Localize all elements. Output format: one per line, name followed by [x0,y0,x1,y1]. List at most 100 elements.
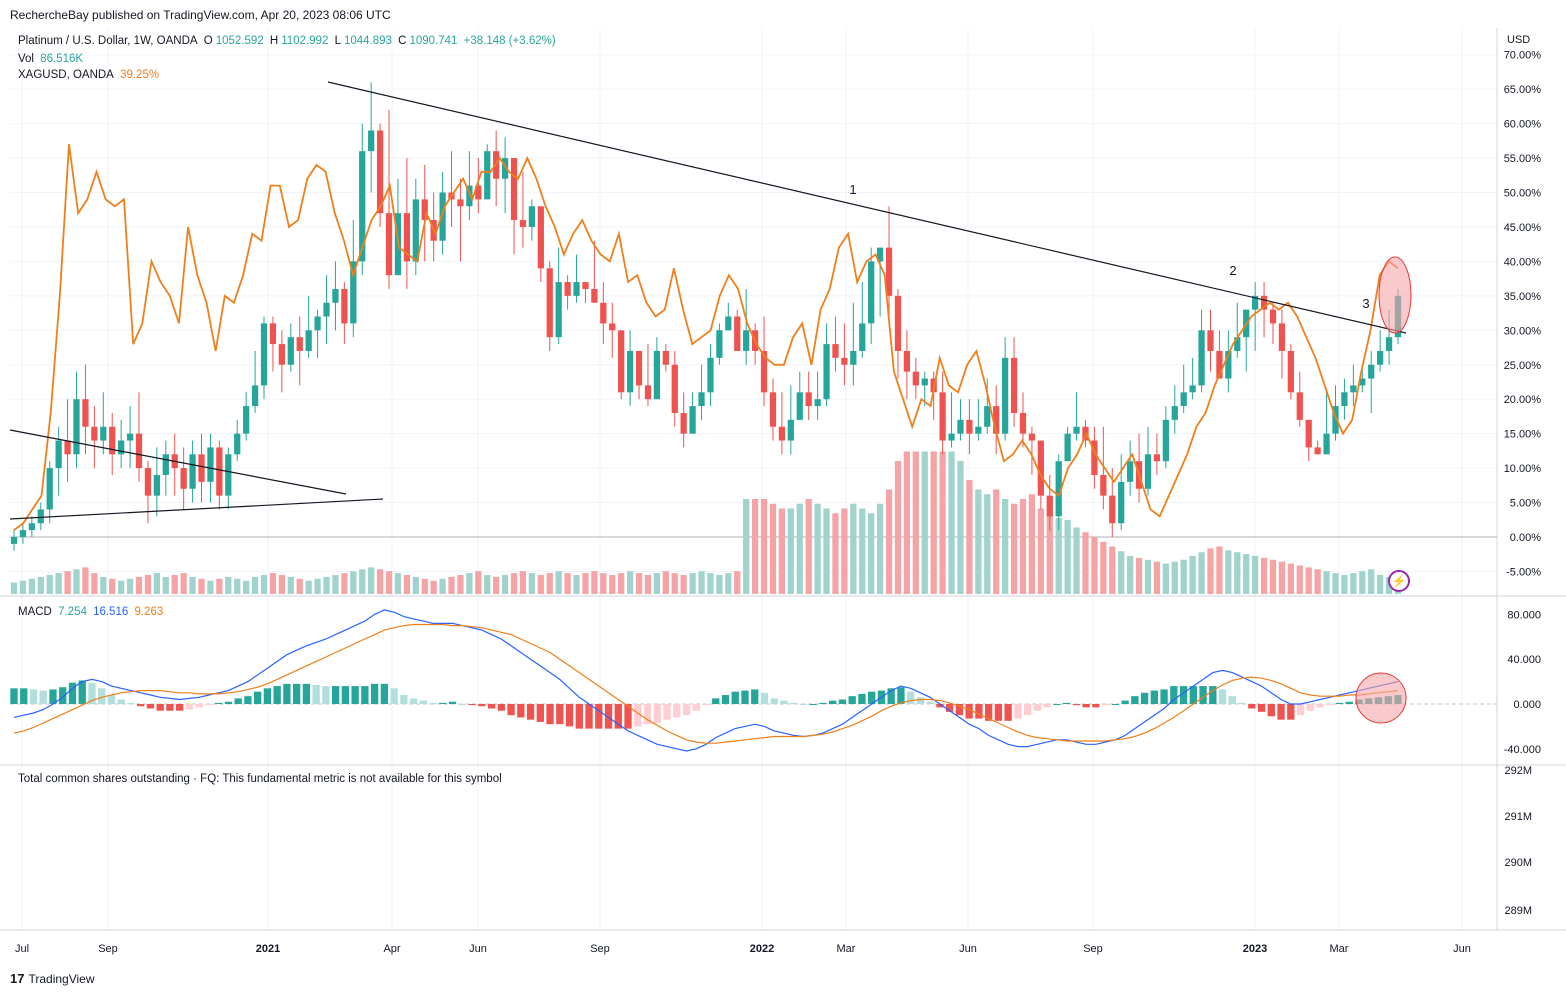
y-tick-label: 50.00% [1504,188,1542,200]
macd-hist-bar [292,683,301,704]
macd-hist-bar [1306,704,1314,711]
macd-hist-bar [634,704,642,727]
macd-hist-bar [965,704,973,719]
candle-body [260,323,268,386]
macd-hist-bar [536,704,544,722]
volume-bar [993,489,1000,594]
volume-bar [1073,527,1080,594]
lightning-icon[interactable]: ⚡ [1388,570,1410,592]
volume-bar [1368,569,1375,594]
volume-bar [260,575,268,594]
candle [841,323,848,386]
volume-bar [1359,571,1366,594]
volume-bar [850,503,857,594]
volume-bar [1216,546,1223,594]
volume-bar [180,573,187,594]
macd-hist-bar [624,704,632,729]
candle [903,330,911,400]
candle [573,254,580,303]
candle [662,344,669,372]
candle-body [823,344,830,400]
candle-body [1341,392,1348,407]
close-value: 1090.741 [409,35,458,47]
candle [350,220,357,338]
macd-hist-bar [819,702,827,704]
fundamental-tick-label: 290M [1504,857,1532,869]
candle-body [144,468,152,496]
volume-bar [1252,556,1259,594]
macd-hist-bar [984,704,993,721]
candle [234,419,241,462]
candle-body [243,406,250,434]
candle [912,357,919,400]
grid-lines [10,28,1497,930]
candle-body [957,419,964,434]
volume-bar [957,461,964,594]
candle-body [1055,461,1062,517]
candle [332,261,339,331]
candle-body [216,447,223,496]
candle [493,130,500,207]
macd-hist-bar [955,704,964,716]
close-label: C [398,35,407,47]
volume-bar [1350,573,1357,594]
candle [680,392,687,448]
candle-body [653,350,661,400]
candle [707,344,714,407]
highlight-circle-price [1378,256,1412,334]
candle-body [439,192,446,241]
candle-body [457,199,464,207]
volume-bar [475,571,482,594]
macd-hist-bar [760,692,769,704]
candle-body [1198,330,1205,386]
compare-symbol: XAGUSD, OANDA [18,69,114,81]
candle [323,275,330,345]
candle-body [305,330,312,351]
y-tick-label: 60.00% [1504,119,1542,131]
y-tick-label: 45.00% [1504,222,1542,234]
fundamental-note: Total common shares outstanding · FQ: Th… [18,773,502,785]
macd-hist-bar [643,704,652,725]
macd-hist-bar [1033,704,1042,711]
candle [225,447,232,510]
candle-body [296,337,303,351]
volume-value: 86.516K [40,53,84,65]
volume-bar [1127,556,1134,594]
candle [1028,426,1036,475]
volume-bar [573,575,580,594]
volume-bar [644,575,652,594]
candle-body [743,330,750,351]
macd-hist-bar [614,704,622,729]
volume-bar [1207,548,1214,594]
volume-bar [1171,561,1178,594]
candle-body [73,399,80,455]
candle [457,178,464,262]
macd-hist-bar [380,683,389,704]
candle-body [564,282,571,296]
candle [162,440,169,496]
macd-hist-bar [799,704,808,705]
volume-bar [1010,503,1018,594]
footer-brand[interactable]: 17 TradingView [10,971,95,986]
candle-body [350,261,357,324]
macd-hist-bar [419,700,428,704]
macd-hist-bar [663,704,671,720]
candle-body [537,206,544,269]
macd-hist-bar [39,690,47,704]
macd-hist-bar [926,701,934,704]
y-tick-label: 10.00% [1504,463,1542,475]
candle [894,288,902,379]
macd-signal-line [13,623,1399,744]
volume-bar [207,580,214,594]
macd-hist-bar [1248,704,1256,709]
macd-hist-bar [887,688,895,704]
macd-hist-bar [117,699,125,704]
volume-bar [1341,575,1348,594]
candle-body [859,323,866,351]
candle-body [1001,357,1009,434]
volume-bar [912,451,919,594]
macd-hist-bar [1082,704,1090,708]
candle [546,261,553,351]
volume-bar [1180,559,1187,594]
